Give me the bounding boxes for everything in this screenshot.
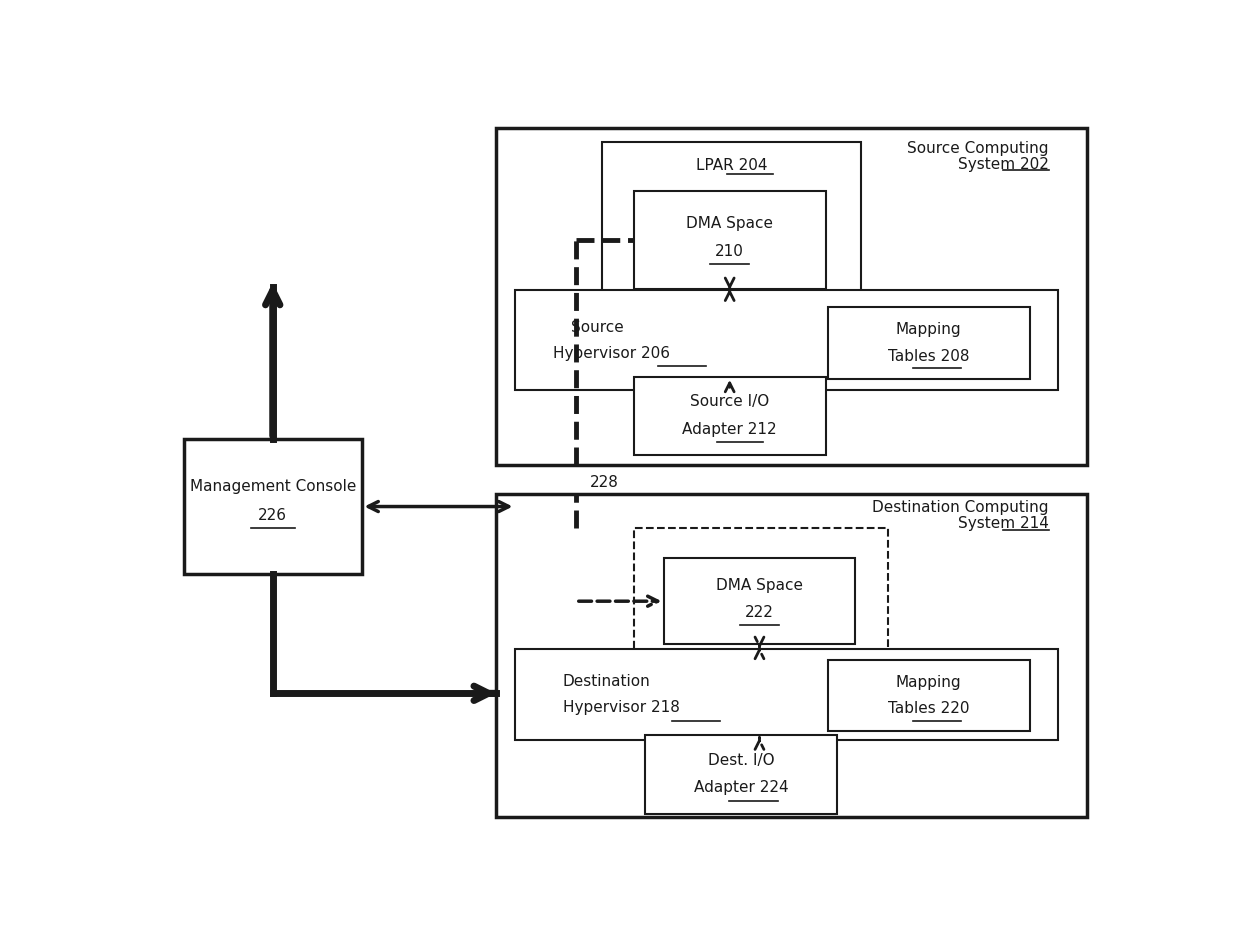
Text: Source: Source (570, 319, 624, 334)
Text: Source I/O: Source I/O (689, 394, 769, 409)
Text: Hypervisor 218: Hypervisor 218 (563, 700, 680, 715)
FancyBboxPatch shape (665, 559, 854, 644)
FancyBboxPatch shape (516, 290, 1058, 390)
FancyBboxPatch shape (496, 127, 1087, 464)
FancyBboxPatch shape (634, 377, 826, 455)
Text: Dest. I/O: Dest. I/O (708, 753, 775, 768)
Text: Hypervisor 206: Hypervisor 206 (553, 346, 670, 361)
FancyBboxPatch shape (645, 735, 837, 815)
Text: Adapter 224: Adapter 224 (694, 780, 789, 795)
FancyBboxPatch shape (634, 190, 826, 288)
Text: 228: 228 (590, 476, 619, 491)
Text: Source Computing: Source Computing (908, 140, 1049, 155)
Text: DMA Space: DMA Space (686, 216, 774, 231)
FancyBboxPatch shape (516, 649, 1058, 740)
Text: Destination Computing: Destination Computing (872, 500, 1049, 515)
Text: 222: 222 (745, 606, 774, 620)
Text: Tables 220: Tables 220 (888, 701, 970, 716)
Text: Management Console: Management Console (190, 479, 356, 494)
FancyBboxPatch shape (184, 439, 362, 574)
Text: System 202: System 202 (957, 156, 1049, 171)
FancyBboxPatch shape (601, 142, 862, 301)
Text: DMA Space: DMA Space (715, 577, 804, 593)
Text: 210: 210 (715, 244, 744, 259)
Text: Mapping: Mapping (895, 674, 961, 690)
Text: Mapping: Mapping (895, 322, 961, 337)
Text: System 214: System 214 (957, 516, 1049, 531)
Text: 226: 226 (258, 508, 288, 523)
Text: LPAR 204: LPAR 204 (696, 158, 768, 173)
FancyBboxPatch shape (634, 528, 888, 658)
FancyBboxPatch shape (828, 307, 1029, 380)
Text: Destination: Destination (563, 674, 651, 690)
Text: Tables 208: Tables 208 (888, 349, 970, 364)
FancyBboxPatch shape (496, 494, 1087, 817)
Text: Adapter 212: Adapter 212 (682, 422, 777, 437)
FancyBboxPatch shape (828, 660, 1029, 731)
